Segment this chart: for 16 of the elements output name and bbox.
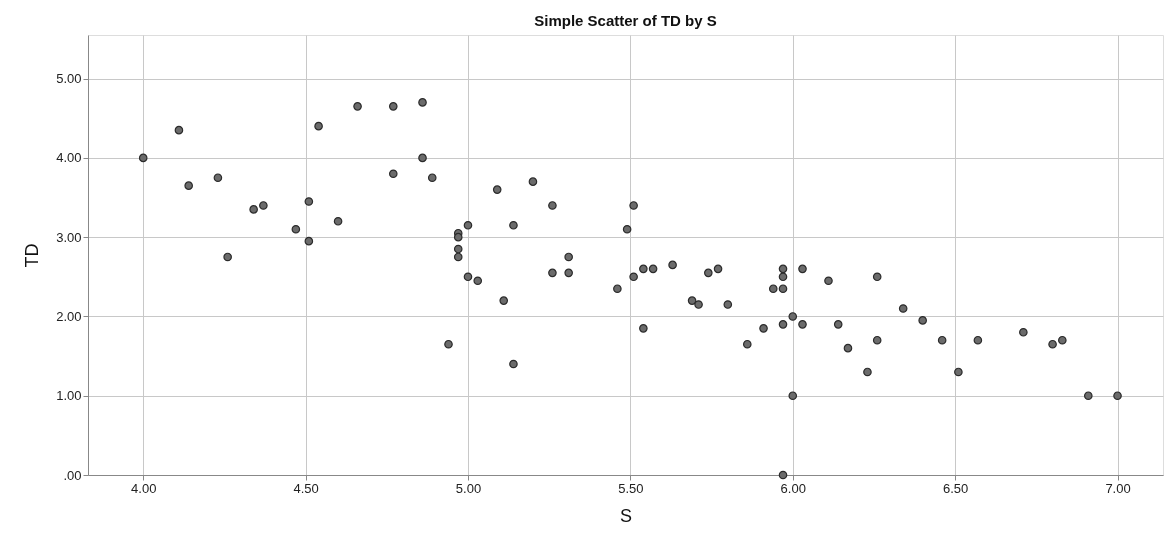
x-tick-label: 6.50 <box>942 480 969 496</box>
x-tick-label: 4.00 <box>131 480 157 496</box>
y-tick-label: 4.00 <box>56 150 82 166</box>
x-tick-label: 5.00 <box>455 480 482 496</box>
y-tick-label: .00 <box>63 467 82 483</box>
y-tick-label: 3.00 <box>56 229 82 245</box>
x-tick-label: 6.00 <box>780 480 806 496</box>
x-tick-label: 7.00 <box>1105 480 1131 496</box>
y-axis-title: TD <box>22 243 43 268</box>
x-tick-label: 5.50 <box>618 480 644 496</box>
chart-title: Simple Scatter of TD by S <box>534 12 717 29</box>
x-tick-label: 4.50 <box>293 480 319 496</box>
y-tick-label: 2.00 <box>56 308 82 324</box>
y-tick-label: 5.00 <box>56 71 82 87</box>
x-axis-title: S <box>619 505 633 526</box>
y-tick-label: 1.00 <box>56 388 82 404</box>
